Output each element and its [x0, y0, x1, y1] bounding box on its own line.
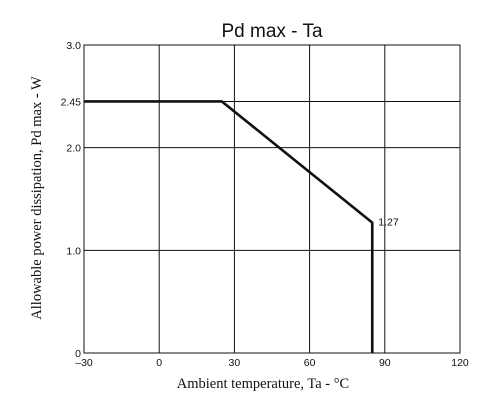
x-tick-label: –30: [75, 357, 93, 369]
y-tick-label: 0: [75, 348, 81, 360]
annotation-label: 1.27: [378, 217, 399, 229]
y-tick-label: 1.0: [66, 245, 81, 257]
x-tick-label: 90: [379, 357, 391, 369]
x-tick-label: 0: [156, 357, 162, 369]
series-line: [84, 100, 374, 353]
plot-frame: [83, 44, 461, 354]
y-tick-label: 3.0: [66, 40, 81, 52]
x-tick-label: 30: [229, 357, 241, 369]
x-axis-label: Ambient temperature, Ta - °C: [177, 376, 349, 392]
chart-title: Pd max - Ta: [221, 21, 322, 42]
y-axis-label: Allowable power dissipation, Pd max - W: [29, 76, 45, 320]
y-tick-label: 2.0: [66, 143, 81, 155]
annotations: 1.27: [378, 217, 399, 229]
grid: [83, 44, 461, 354]
x-tick-label: 120: [451, 357, 469, 369]
series: [84, 100, 374, 353]
x-tick-label: 60: [304, 357, 316, 369]
y-tick-label: 2.45: [61, 96, 82, 108]
